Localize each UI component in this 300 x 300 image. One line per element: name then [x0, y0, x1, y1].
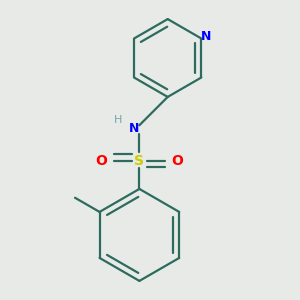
Text: O: O	[172, 154, 184, 168]
Text: O: O	[95, 154, 107, 168]
Text: N: N	[200, 30, 211, 43]
Text: H: H	[114, 115, 122, 125]
Text: N: N	[129, 122, 139, 135]
Text: S: S	[134, 154, 144, 168]
